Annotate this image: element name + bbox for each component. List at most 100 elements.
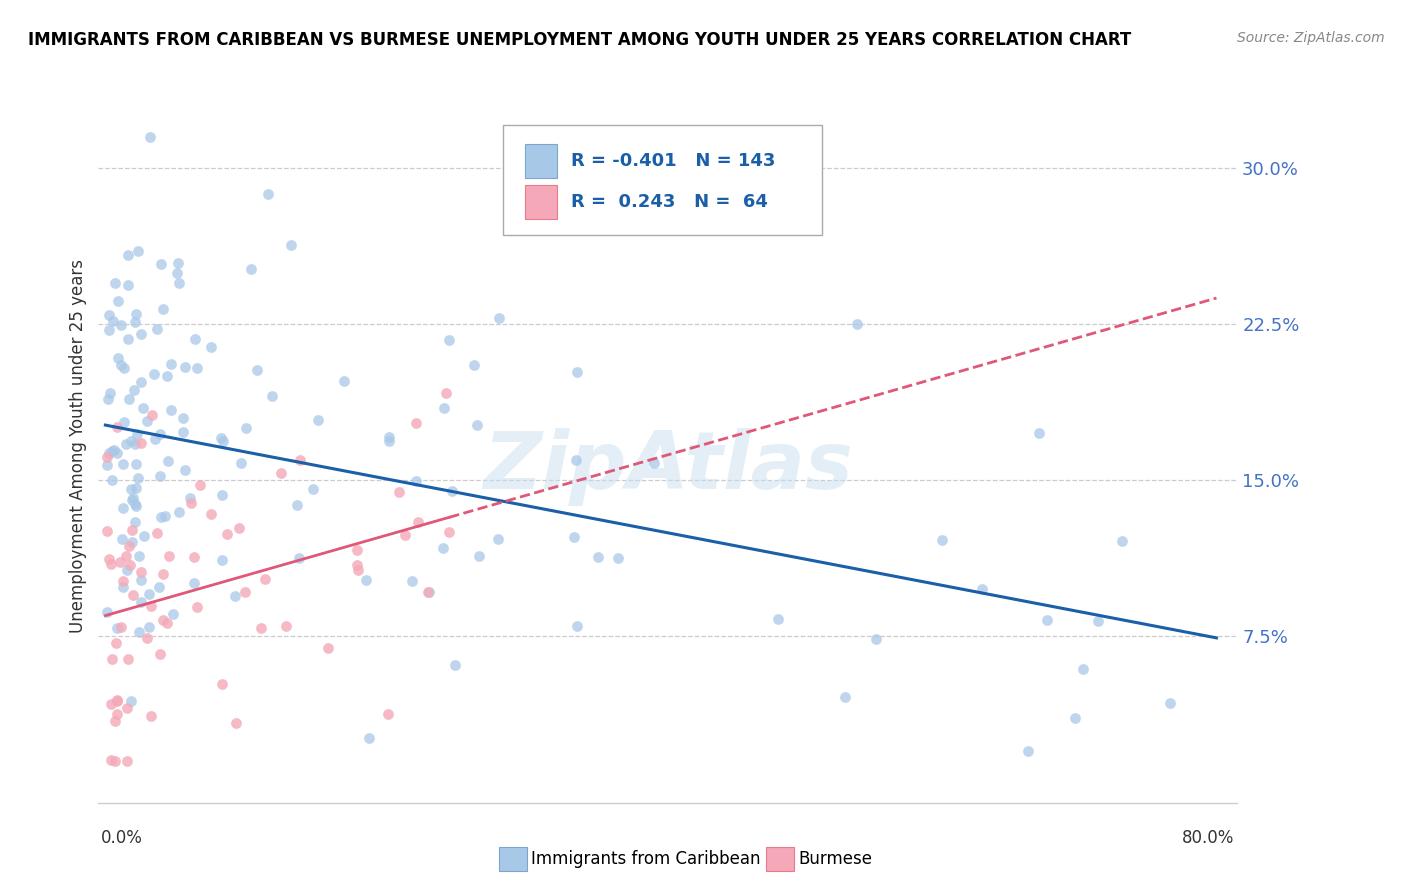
Point: [173, 359, 195, 374]
Point: [606, 550, 628, 565]
Point: [98, 386, 121, 401]
Point: [766, 612, 789, 626]
FancyBboxPatch shape: [526, 145, 557, 178]
Point: [405, 474, 427, 488]
Point: [120, 694, 142, 708]
Point: [121, 535, 143, 549]
Point: [172, 410, 194, 425]
Point: [302, 483, 325, 497]
Point: [121, 588, 143, 602]
Point: [111, 500, 134, 515]
Point: [166, 255, 188, 269]
Point: [346, 558, 368, 572]
Point: [228, 520, 250, 534]
Point: [188, 477, 211, 491]
Point: [143, 432, 166, 446]
Point: [229, 456, 252, 470]
Point: [567, 365, 589, 379]
Point: [115, 701, 138, 715]
Point: [224, 589, 246, 603]
Point: [156, 453, 179, 467]
Point: [100, 697, 122, 711]
Point: [139, 130, 162, 145]
Point: [122, 491, 145, 506]
Point: [467, 549, 489, 563]
Point: [127, 244, 149, 258]
Point: [1036, 613, 1059, 627]
Point: [125, 458, 148, 472]
Point: [124, 437, 146, 451]
Point: [107, 351, 129, 365]
Point: [160, 357, 183, 371]
Point: [98, 323, 121, 337]
Point: [1028, 425, 1050, 440]
Point: [316, 641, 339, 656]
Point: [346, 543, 368, 558]
Point: [378, 430, 401, 444]
Point: [125, 481, 148, 495]
Point: [434, 386, 457, 401]
Point: [211, 553, 233, 567]
Point: [101, 652, 124, 666]
Point: [167, 505, 190, 519]
Point: [112, 580, 135, 594]
Point: [346, 563, 368, 577]
Point: [131, 573, 153, 587]
FancyBboxPatch shape: [503, 125, 821, 235]
Point: [970, 582, 993, 596]
Point: [96, 524, 118, 539]
Point: [183, 550, 205, 565]
Point: [117, 754, 139, 768]
Point: [288, 453, 311, 467]
Point: [260, 389, 283, 403]
Point: [125, 426, 148, 441]
Point: [100, 558, 122, 572]
Point: [105, 692, 128, 706]
Point: [432, 541, 454, 556]
Point: [105, 446, 128, 460]
Point: [141, 709, 163, 723]
Point: [105, 694, 128, 708]
Point: [149, 468, 172, 483]
Point: [98, 552, 121, 566]
Point: [131, 595, 153, 609]
Point: [186, 599, 208, 614]
Point: [586, 550, 609, 565]
Point: [138, 586, 160, 600]
Point: [97, 392, 120, 407]
Point: [107, 293, 129, 308]
Point: [643, 456, 665, 470]
FancyBboxPatch shape: [526, 185, 557, 219]
Point: [162, 607, 184, 621]
Point: [565, 619, 588, 633]
Point: [149, 427, 172, 442]
Point: [180, 495, 202, 509]
Point: [124, 307, 146, 321]
Point: [117, 651, 139, 665]
Point: [444, 657, 467, 672]
Point: [1063, 711, 1085, 725]
Point: [356, 573, 378, 587]
Point: [565, 453, 588, 467]
Text: ZipAtlas: ZipAtlas: [482, 428, 853, 507]
Point: [253, 572, 276, 586]
Point: [359, 731, 381, 745]
Point: [104, 754, 127, 768]
Point: [285, 498, 308, 512]
Point: [141, 408, 163, 422]
Point: [401, 574, 423, 588]
Text: R =  0.243   N =  64: R = 0.243 N = 64: [571, 193, 768, 211]
Point: [101, 473, 124, 487]
Point: [834, 690, 856, 705]
Point: [121, 523, 143, 537]
Point: [104, 714, 127, 729]
Point: [307, 413, 329, 427]
Point: [149, 256, 172, 270]
Point: [150, 510, 173, 524]
Point: [276, 619, 298, 633]
Point: [388, 485, 411, 500]
Point: [131, 375, 153, 389]
Point: [112, 360, 135, 375]
Point: [1159, 696, 1181, 710]
Point: [211, 676, 233, 690]
